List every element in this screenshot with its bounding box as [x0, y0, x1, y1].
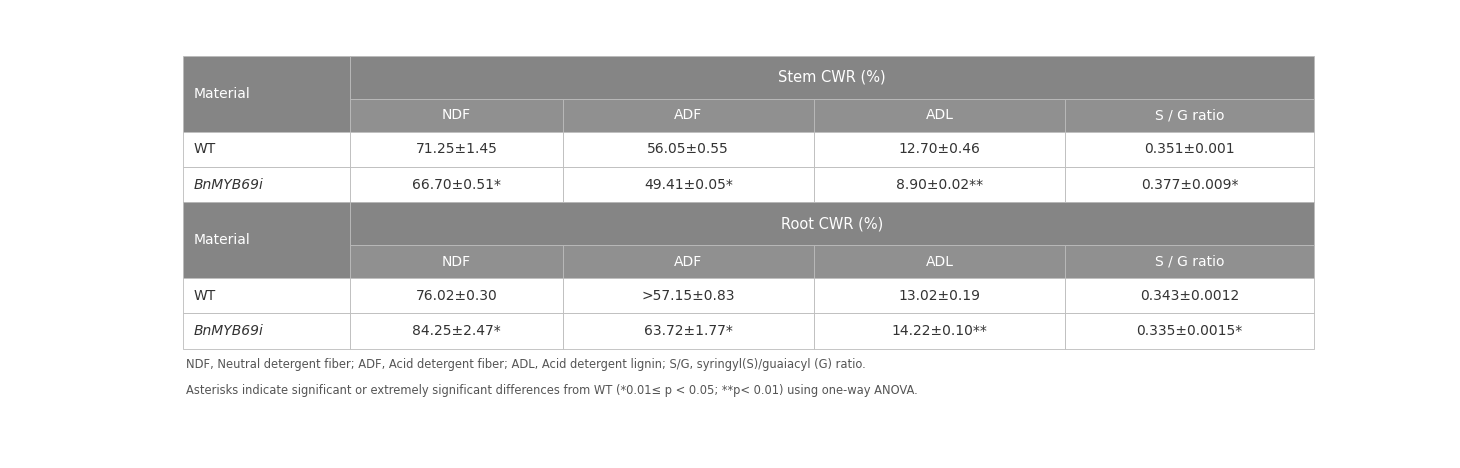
- Text: Material: Material: [194, 87, 251, 101]
- Text: NDF, Neutral detergent fiber; ADF, Acid detergent fiber; ADL, Acid detergent lig: NDF, Neutral detergent fiber; ADF, Acid …: [185, 358, 866, 371]
- Bar: [1064, 245, 1314, 278]
- Bar: [350, 167, 562, 203]
- Bar: [350, 203, 1314, 245]
- Text: 0.351±0.001: 0.351±0.001: [1145, 142, 1235, 156]
- Text: 0.343±0.0012: 0.343±0.0012: [1140, 289, 1240, 303]
- Bar: [813, 167, 1064, 203]
- Bar: [1064, 278, 1314, 314]
- Bar: [350, 132, 562, 167]
- Bar: [813, 278, 1064, 314]
- Text: NDF: NDF: [442, 255, 472, 269]
- Text: 12.70±0.46: 12.70±0.46: [898, 142, 981, 156]
- Bar: [350, 56, 1314, 99]
- Bar: [562, 99, 813, 132]
- Bar: [562, 245, 813, 278]
- Bar: [350, 314, 562, 349]
- Bar: [1064, 167, 1314, 203]
- Text: 14.22±0.10**: 14.22±0.10**: [892, 324, 987, 338]
- Bar: [562, 314, 813, 349]
- Text: Asterisks indicate significant or extremely significant differences from WT (*0.: Asterisks indicate significant or extrem…: [185, 384, 918, 397]
- Text: 66.70±0.51*: 66.70±0.51*: [412, 178, 501, 192]
- Text: Stem CWR (%): Stem CWR (%): [778, 70, 886, 85]
- Text: 13.02±0.19: 13.02±0.19: [898, 289, 981, 303]
- Text: 56.05±0.55: 56.05±0.55: [647, 142, 729, 156]
- Bar: [1064, 132, 1314, 167]
- Text: 0.377±0.009*: 0.377±0.009*: [1140, 178, 1238, 192]
- Text: Root CWR (%): Root CWR (%): [781, 216, 883, 231]
- Text: ADL: ADL: [926, 255, 953, 269]
- Bar: [813, 99, 1064, 132]
- Bar: [182, 167, 350, 203]
- Text: WT: WT: [194, 289, 216, 303]
- Text: NDF: NDF: [442, 108, 472, 122]
- Bar: [182, 56, 350, 132]
- Text: S / G ratio: S / G ratio: [1155, 255, 1225, 269]
- Text: BnMYB69i: BnMYB69i: [194, 324, 264, 338]
- Text: S / G ratio: S / G ratio: [1155, 108, 1225, 122]
- Text: ADF: ADF: [675, 108, 702, 122]
- Bar: [350, 245, 562, 278]
- Text: 76.02±0.30: 76.02±0.30: [416, 289, 498, 303]
- Bar: [182, 314, 350, 349]
- Text: 49.41±0.05*: 49.41±0.05*: [644, 178, 733, 192]
- Bar: [813, 314, 1064, 349]
- Bar: [182, 203, 350, 278]
- Bar: [1064, 314, 1314, 349]
- Bar: [182, 132, 350, 167]
- Bar: [350, 278, 562, 314]
- Text: 63.72±1.77*: 63.72±1.77*: [644, 324, 733, 338]
- Bar: [813, 132, 1064, 167]
- Text: >57.15±0.83: >57.15±0.83: [641, 289, 734, 303]
- Bar: [813, 245, 1064, 278]
- Text: ADF: ADF: [675, 255, 702, 269]
- Text: WT: WT: [194, 142, 216, 156]
- Text: Material: Material: [194, 234, 251, 247]
- Text: 71.25±1.45: 71.25±1.45: [416, 142, 498, 156]
- Bar: [562, 167, 813, 203]
- Bar: [350, 99, 562, 132]
- Text: 84.25±2.47*: 84.25±2.47*: [412, 324, 501, 338]
- Bar: [562, 278, 813, 314]
- Text: 0.335±0.0015*: 0.335±0.0015*: [1136, 324, 1242, 338]
- Text: ADL: ADL: [926, 108, 953, 122]
- Text: 8.90±0.02**: 8.90±0.02**: [896, 178, 983, 192]
- Bar: [562, 132, 813, 167]
- Text: BnMYB69i: BnMYB69i: [194, 178, 264, 192]
- Bar: [182, 278, 350, 314]
- Bar: [1064, 99, 1314, 132]
